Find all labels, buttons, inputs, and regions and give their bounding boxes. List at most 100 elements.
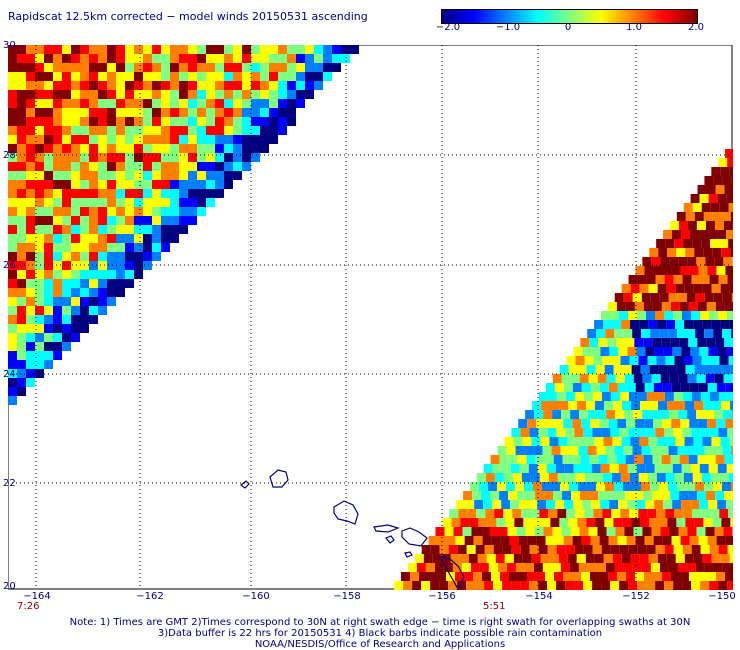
swath-cell [287, 117, 296, 126]
swath-cell [585, 554, 595, 563]
swath-cell [565, 428, 575, 437]
swath-cell [161, 117, 170, 126]
swath-cell [125, 45, 134, 54]
swath-cell [89, 306, 98, 315]
swath-cell [530, 473, 540, 482]
swath-cell [62, 270, 71, 279]
swath-cell [598, 491, 608, 500]
swath-cell [197, 171, 206, 180]
swath-cell [724, 338, 733, 347]
swath-cell [26, 342, 35, 351]
swath-cell [702, 320, 712, 329]
swath-cell [667, 248, 677, 257]
swath-cell [35, 360, 44, 369]
swath-cell [697, 338, 707, 347]
swath-cell [71, 171, 80, 180]
swath-cell [627, 347, 637, 356]
swath-cell [527, 572, 537, 581]
swath-cell [536, 419, 546, 428]
swath-cell [707, 572, 717, 581]
swath-cell [107, 180, 116, 189]
swath-cell [143, 198, 152, 207]
swath-cell [8, 288, 17, 297]
swath-cell [44, 81, 53, 90]
swath-cell [700, 428, 710, 437]
swath-cell [663, 500, 673, 509]
swath-cell [502, 581, 512, 590]
swath-cell [718, 275, 728, 284]
swath-cell [730, 365, 733, 374]
swath-cell [233, 45, 242, 54]
swath-cell [695, 563, 705, 572]
swath-cell [134, 270, 143, 279]
swath-cell [62, 225, 71, 234]
swath-cell [663, 464, 673, 473]
swath-cell [480, 527, 490, 536]
swath-cell [585, 437, 595, 446]
swath-cell [706, 491, 716, 500]
swath-cell [544, 491, 554, 500]
swath-cell [573, 500, 583, 509]
swath-cell [666, 554, 676, 563]
swath-cell [107, 108, 116, 117]
swath-cell [525, 527, 535, 536]
swath-cell [728, 509, 733, 518]
swath-cell [718, 545, 728, 554]
map-title: Rapidscat 12.5km corrected − model winds… [8, 10, 368, 23]
swath-cell [642, 257, 652, 266]
swath-cell [305, 90, 314, 99]
swath-cell [434, 563, 444, 572]
swath-cell [552, 410, 562, 419]
swath-cell [170, 117, 179, 126]
swath-cell [676, 401, 686, 410]
swath-cell [674, 239, 684, 248]
swath-cell [98, 198, 107, 207]
swath-cell [710, 509, 720, 518]
swath-cell [134, 108, 143, 117]
swath-cell [62, 297, 71, 306]
swath-cell [724, 185, 733, 194]
swath-cell [626, 419, 636, 428]
swath-cell [693, 320, 703, 329]
swath-cell [708, 311, 718, 320]
swath-cell [71, 117, 80, 126]
swath-cell [44, 72, 53, 81]
swath-cell [314, 81, 323, 90]
swath-cell [26, 45, 35, 54]
swath-cell [672, 464, 682, 473]
swath-cell [497, 446, 507, 455]
swath-cell [588, 410, 598, 419]
swath-cell [80, 144, 89, 153]
swath-cell [660, 527, 670, 536]
swath-cell [71, 207, 80, 216]
swath-cell [572, 383, 582, 392]
swath-cell [170, 72, 179, 81]
swath-cell [706, 338, 716, 347]
swath-cell [98, 243, 107, 252]
swath-cell [89, 117, 98, 126]
swath-cell [224, 90, 233, 99]
swath-cell [516, 527, 526, 536]
swath-cell [589, 338, 599, 347]
swath-cell [726, 500, 733, 509]
swath-cell [688, 338, 698, 347]
swath-cell [676, 365, 686, 374]
swath-cell [699, 347, 709, 356]
swath-cell [444, 527, 454, 536]
swath-cell [672, 500, 682, 509]
swath-cell [80, 63, 89, 72]
swath-cell [532, 401, 542, 410]
swath-cell [461, 563, 471, 572]
swath-cell [667, 365, 677, 374]
swath-cell [17, 333, 26, 342]
swath-cell [53, 351, 62, 360]
swath-cell [626, 536, 636, 545]
swath-cell [62, 306, 71, 315]
swath-cell [655, 428, 665, 437]
swath-cell [612, 554, 622, 563]
swath-cell [179, 207, 188, 216]
swath-cell [116, 81, 125, 90]
swath-cell [487, 518, 497, 527]
swath-cell [561, 410, 571, 419]
lat-label: 28 [3, 150, 16, 161]
